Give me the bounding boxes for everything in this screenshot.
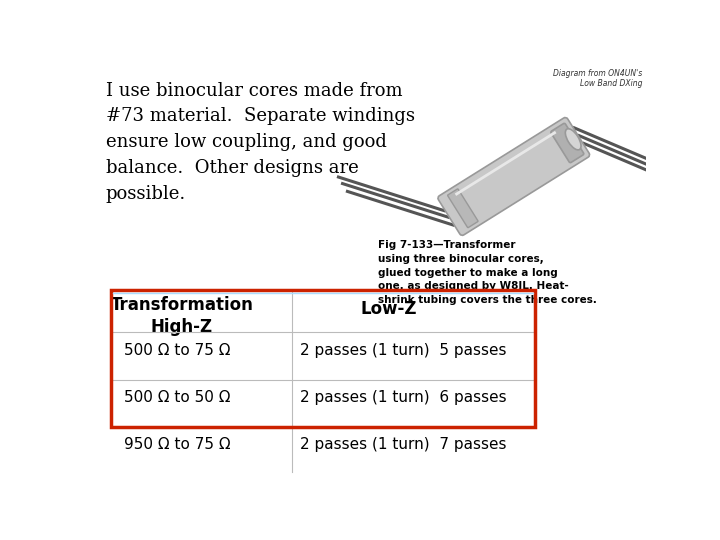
Text: Low-Z: Low-Z (360, 300, 416, 319)
Text: Transformation
High-Z: Transformation High-Z (110, 296, 253, 336)
Text: 500 Ω to 50 Ω: 500 Ω to 50 Ω (124, 390, 230, 406)
FancyBboxPatch shape (438, 118, 590, 235)
FancyBboxPatch shape (551, 123, 584, 163)
Text: 2 passes (1 turn)  7 passes: 2 passes (1 turn) 7 passes (300, 437, 506, 452)
FancyBboxPatch shape (448, 189, 478, 228)
Text: Diagram from ON4UN's
Low Band DXing: Diagram from ON4UN's Low Band DXing (553, 69, 642, 88)
Text: 2 passes (1 turn)  6 passes: 2 passes (1 turn) 6 passes (300, 390, 506, 406)
Text: I use binocular cores made from
#73 material.  Separate windings
ensure low coup: I use binocular cores made from #73 mate… (106, 82, 415, 202)
Text: 500 Ω to 75 Ω: 500 Ω to 75 Ω (124, 343, 230, 357)
Text: 2 passes (1 turn)  5 passes: 2 passes (1 turn) 5 passes (300, 343, 506, 357)
Text: Fig 7-133—Transformer
using three binocular cores,
glued together to make a long: Fig 7-133—Transformer using three binocu… (378, 240, 597, 305)
Text: 950 Ω to 75 Ω: 950 Ω to 75 Ω (124, 437, 231, 452)
Ellipse shape (565, 129, 581, 150)
